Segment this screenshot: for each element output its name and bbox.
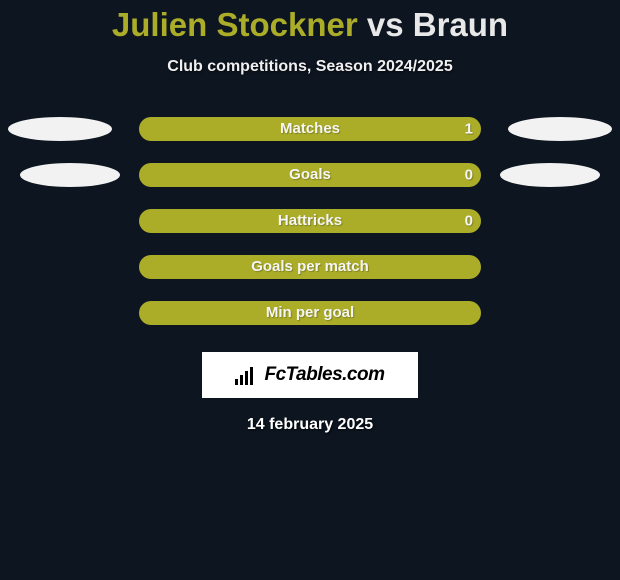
bar-chart-icon — [235, 365, 259, 385]
stat-value-right: 0 — [465, 166, 473, 183]
stats-area: Matches 1 Goals 0 Hattricks 0 Goals per match M… — [0, 106, 620, 336]
stat-bar: Goals per match — [139, 255, 481, 279]
logo-box: FcTables.com — [202, 352, 418, 398]
stat-label: Matches — [280, 120, 340, 137]
stat-label: Goals per match — [251, 258, 369, 275]
logo-text: FcTables.com — [264, 364, 384, 386]
right-value-ellipse — [500, 163, 600, 187]
stat-row: Matches 1 — [0, 106, 620, 152]
stat-value-right: 1 — [465, 120, 473, 137]
right-value-ellipse — [508, 117, 612, 141]
player2-name: Braun — [413, 6, 508, 43]
left-value-ellipse — [20, 163, 120, 187]
stat-label: Hattricks — [278, 212, 342, 229]
left-value-ellipse — [8, 117, 112, 141]
comparison-card: Julien Stockner vs Braun Club competitio… — [0, 0, 620, 434]
stat-bar: Matches 1 — [139, 117, 481, 141]
stat-row: Min per goal — [0, 290, 620, 336]
stat-row: Goals 0 — [0, 152, 620, 198]
subtitle: Club competitions, Season 2024/2025 — [0, 58, 620, 76]
date-text: 14 february 2025 — [0, 416, 620, 434]
stat-value-right: 0 — [465, 212, 473, 229]
stat-row: Goals per match — [0, 244, 620, 290]
page-title: Julien Stockner vs Braun — [0, 0, 620, 44]
stat-bar: Goals 0 — [139, 163, 481, 187]
stat-bar: Min per goal — [139, 301, 481, 325]
stat-bar: Hattricks 0 — [139, 209, 481, 233]
vs-text: vs — [367, 6, 404, 43]
stat-label: Goals — [289, 166, 331, 183]
player1-name: Julien Stockner — [112, 6, 358, 43]
stat-label: Min per goal — [266, 304, 354, 321]
stat-row: Hattricks 0 — [0, 198, 620, 244]
